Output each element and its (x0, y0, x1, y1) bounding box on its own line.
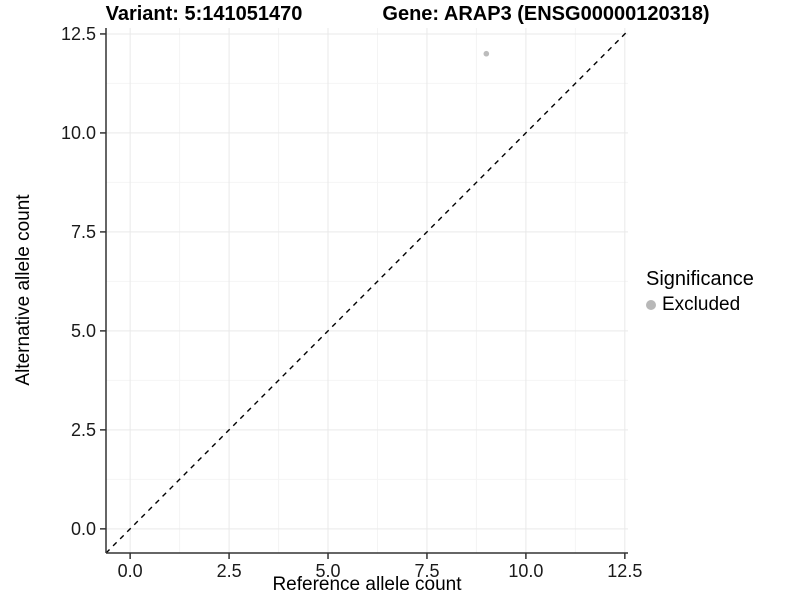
y-tick-label: 2.5 (71, 420, 96, 440)
data-point (483, 50, 490, 57)
plot-title-variant: Variant: 5:141051470 (105, 3, 303, 25)
plot-title-gene: Gene: ARAP3 (ENSG00000120318) (382, 3, 710, 25)
x-tick-label: 5.0 (316, 561, 341, 581)
y-axis-title: Alternative allele count (13, 194, 34, 386)
y-tick-label: 12.5 (61, 24, 96, 44)
x-axis-title: Reference allele count (272, 574, 462, 595)
legend-key-dot-icon (646, 300, 656, 310)
y-tick-label: 5.0 (71, 321, 96, 341)
legend: Significance Excluded (646, 268, 754, 316)
y-tick-label: 0.0 (71, 519, 96, 539)
x-tick-label: 12.5 (607, 561, 642, 581)
x-tick-label: 7.5 (414, 561, 439, 581)
legend-title: Significance (646, 268, 754, 290)
legend-item-label: Excluded (662, 294, 741, 315)
x-tick-label: 0.0 (118, 561, 143, 581)
x-tick-label: 10.0 (508, 561, 543, 581)
x-tick-label: 2.5 (217, 561, 242, 581)
identity-line (105, 30, 629, 554)
legend-item-excluded: Excluded (646, 294, 754, 316)
y-tick-label: 10.0 (61, 123, 96, 143)
y-tick-label: 7.5 (71, 222, 96, 242)
